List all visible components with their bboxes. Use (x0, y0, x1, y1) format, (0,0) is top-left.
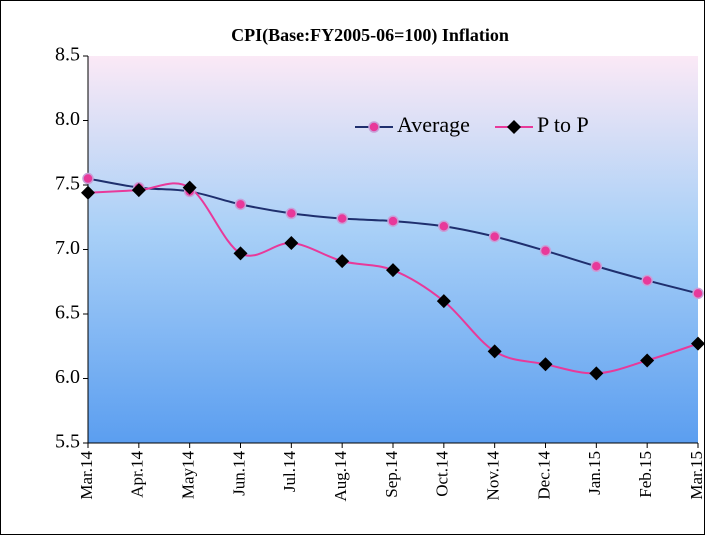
x-tick-label: Jan.15 (585, 451, 604, 495)
x-tick-label: Jul.14 (280, 451, 299, 493)
data-point (81, 185, 95, 200)
data-point (488, 230, 501, 243)
data-point (387, 215, 399, 227)
x-tick-label: Mar.15 (687, 451, 705, 500)
x-tick-label: Apr.14 (128, 451, 147, 498)
data-point (82, 172, 94, 185)
data-point (234, 198, 247, 211)
data-point (182, 180, 197, 195)
chart-title: CPI(Base:FY2005-06=100) Inflation (231, 25, 509, 46)
data-point (487, 344, 502, 359)
data-point (284, 236, 299, 251)
data-point (233, 246, 248, 261)
data-point (590, 260, 603, 273)
x-tick-label: Jun.14 (229, 451, 248, 496)
x-tick-label: May14 (179, 451, 198, 500)
y-tick-label: 5.5 (55, 431, 80, 453)
legend-label: Average (397, 112, 470, 137)
data-point (538, 357, 553, 372)
data-point (335, 254, 350, 269)
data-point (641, 274, 653, 287)
x-tick-label: Feb.15 (636, 451, 655, 498)
x-tick-label: Oct.14 (433, 451, 452, 497)
plot-area (88, 56, 698, 443)
legend-label: P to P (537, 112, 589, 137)
y-tick-label: 8.0 (55, 108, 80, 130)
x-tick-label: Aug.14 (331, 451, 350, 502)
y-tick-label: 6.0 (55, 366, 80, 388)
y-tick-label: 6.5 (55, 302, 80, 324)
y-tick-label: 8.5 (55, 44, 80, 66)
data-point (640, 353, 655, 368)
data-point (691, 336, 705, 351)
x-tick-label: Dec.14 (534, 451, 553, 500)
data-point (539, 245, 552, 257)
y-tick-label: 7.5 (55, 173, 80, 195)
data-point (336, 212, 348, 225)
data-point (285, 207, 298, 220)
x-tick-label: Mar.14 (77, 451, 96, 500)
x-tick-label: Sep.14 (382, 451, 401, 498)
y-tick-label: 7.0 (55, 237, 80, 259)
data-point (692, 287, 704, 300)
legend-marker (507, 120, 521, 134)
data-point (589, 366, 604, 381)
data-point (436, 294, 451, 309)
legend-marker (368, 121, 380, 133)
data-point (438, 220, 450, 233)
data-point (131, 183, 146, 198)
data-point (386, 263, 400, 278)
x-tick-label: Nov.14 (484, 451, 503, 501)
